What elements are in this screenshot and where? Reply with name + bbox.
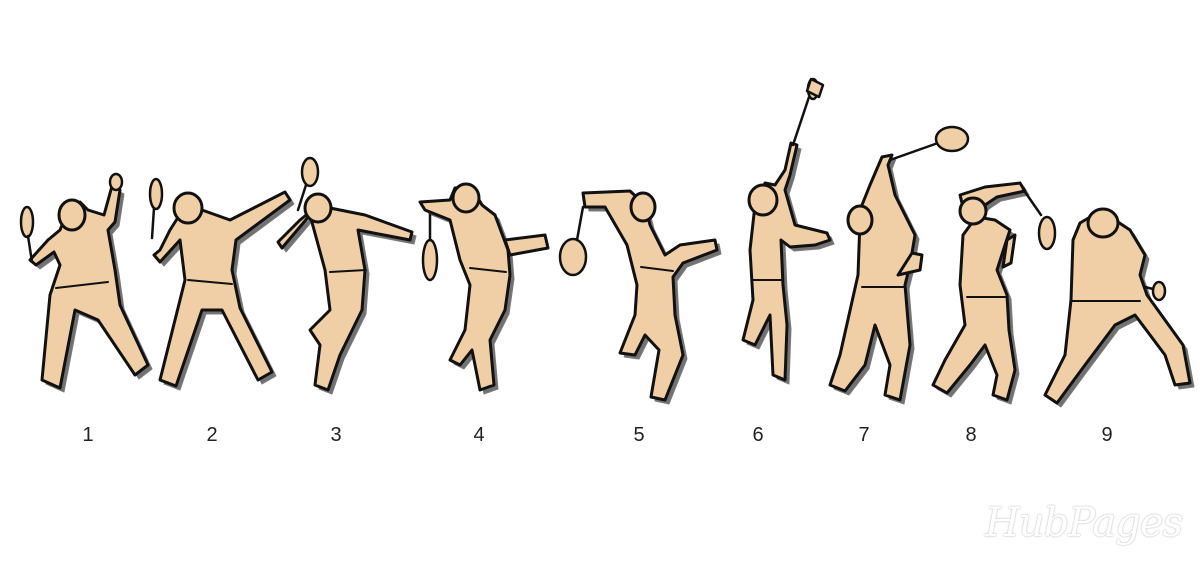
figure-8-racket bbox=[1037, 215, 1057, 251]
step-label-7: 7 bbox=[858, 424, 870, 446]
figure-1-body bbox=[28, 184, 150, 390]
figure-8 bbox=[931, 181, 1057, 405]
figure-2 bbox=[148, 177, 295, 391]
figure-9 bbox=[1043, 207, 1195, 408]
figure-5-body bbox=[581, 189, 719, 402]
figure-4 bbox=[418, 182, 550, 395]
figure-6-body bbox=[741, 141, 832, 382]
figure-8-body bbox=[931, 181, 1027, 402]
shuttlecock-icon bbox=[805, 77, 825, 99]
step-label-8: 8 bbox=[965, 424, 977, 446]
figure-3-body bbox=[276, 198, 414, 392]
figure-3-racket bbox=[300, 156, 320, 188]
figure-7-body bbox=[828, 153, 917, 402]
figure-3 bbox=[276, 156, 417, 395]
figure-7 bbox=[828, 125, 970, 405]
step-label-3: 3 bbox=[330, 424, 342, 446]
step-label-6: 6 bbox=[752, 424, 764, 446]
figure-4-body bbox=[418, 184, 512, 392]
figure-1 bbox=[19, 172, 153, 393]
figure-4-racket bbox=[421, 238, 439, 282]
step-label-1: 1 bbox=[82, 424, 94, 446]
figure-9-racket bbox=[1151, 280, 1167, 302]
figure-9-body bbox=[1043, 211, 1192, 405]
figure-1-racket bbox=[19, 205, 35, 239]
figure-6 bbox=[741, 77, 835, 385]
figure-5 bbox=[558, 189, 722, 405]
step-label-9: 9 bbox=[1101, 424, 1113, 446]
hubpages-watermark-logo: HubPages bbox=[985, 500, 1183, 546]
step-label-4: 4 bbox=[473, 424, 485, 446]
figure-5-racket bbox=[558, 237, 588, 277]
step-label-2: 2 bbox=[206, 424, 218, 446]
figure-2-body bbox=[152, 190, 292, 388]
figure-7-racket bbox=[934, 125, 970, 153]
figure-2-racket bbox=[148, 177, 164, 211]
step-label-5: 5 bbox=[633, 424, 645, 446]
